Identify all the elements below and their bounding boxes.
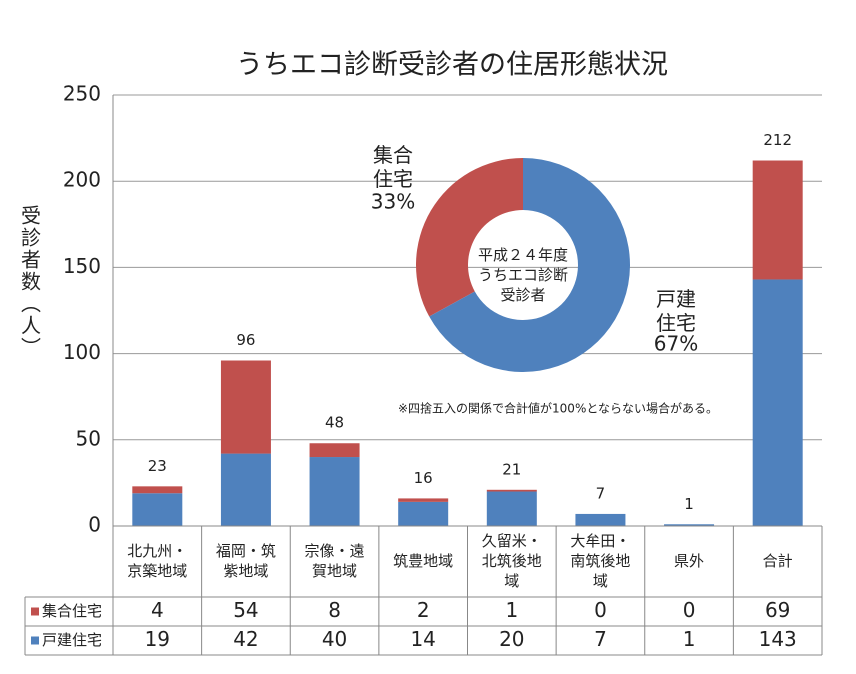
x-tick-label: 宗像・遠賀地域 — [305, 542, 365, 580]
y-axis-label: 受診者数（人） — [18, 205, 42, 359]
bar-segment — [132, 493, 183, 526]
total-label: 7 — [596, 484, 606, 502]
y-tick-label: 50 — [76, 426, 101, 450]
total-label: 21 — [502, 460, 521, 478]
table-cell: 20 — [499, 627, 524, 651]
y-tick-label: 250 — [63, 82, 101, 106]
total-label: 1 — [684, 495, 694, 513]
bar-segment — [398, 501, 449, 526]
table-cell: 42 — [233, 627, 258, 651]
total-label: 16 — [414, 469, 433, 487]
table-cell: 1 — [505, 598, 518, 622]
bar-segment — [132, 486, 183, 494]
bar-segment — [486, 491, 537, 526]
legend-label: 戸建住宅 — [42, 631, 102, 649]
bar-segment — [220, 360, 271, 454]
table-cell: 4 — [151, 598, 164, 622]
table-cell: 143 — [759, 627, 797, 651]
x-tick-label: 筑豊地域 — [393, 552, 453, 570]
bar-segment — [486, 489, 537, 492]
slice-value: 67% — [654, 332, 698, 356]
center-label: 平成２４年度うちエコ診断受診者 — [478, 246, 568, 304]
y-tick-label: 100 — [63, 340, 101, 364]
table-cell: 7 — [594, 627, 607, 651]
donut-slice — [429, 158, 631, 373]
x-tick-label: 福岡・筑紫地域 — [216, 542, 276, 580]
x-tick-label: 合計 — [763, 552, 793, 570]
bar-segment — [575, 513, 626, 526]
legend-key — [31, 607, 39, 616]
table-cell: 0 — [594, 598, 607, 622]
total-label: 212 — [763, 131, 792, 149]
bar-segment — [220, 453, 271, 526]
note: ※四捨五入の関係で合計値が100%とならない場合がある。 — [398, 401, 718, 416]
x-tick-label: 大牟田・南筑後地域 — [570, 532, 630, 590]
y-tick-label: 150 — [63, 254, 101, 278]
y-tick-label: 200 — [63, 168, 101, 192]
bar-segment — [752, 279, 803, 526]
table-cell: 8 — [328, 598, 341, 622]
legend-label: 集合住宅 — [42, 602, 102, 620]
legend-key — [31, 636, 39, 645]
table-cell: 1 — [683, 627, 696, 651]
bar-segment — [752, 160, 803, 280]
slice-label: 集合住宅 — [373, 143, 413, 191]
bar-segment — [309, 457, 360, 526]
bar-segment — [309, 443, 360, 458]
total-label: 48 — [325, 414, 344, 432]
y-tick-label: 0 — [88, 513, 101, 537]
slice-label: 戸建住宅 — [656, 287, 696, 335]
total-label: 96 — [236, 331, 255, 349]
table-cell: 54 — [233, 598, 258, 622]
table-cell: 14 — [410, 627, 435, 651]
donut-slice — [416, 158, 523, 317]
slice-value: 33% — [371, 190, 415, 214]
chart-title: うちエコ診断受診者の住居形態状況 — [236, 50, 668, 81]
table-cell: 2 — [417, 598, 430, 622]
bar-segment — [398, 498, 449, 502]
table-cell: 69 — [765, 598, 790, 622]
x-tick-label: 北九州・京築地域 — [127, 542, 187, 580]
bar-segment — [664, 524, 715, 526]
x-tick-label: 久留米・北筑後地域 — [482, 532, 542, 590]
table-cell: 40 — [322, 627, 347, 651]
table-cell: 19 — [145, 627, 170, 651]
x-tick-label: 県外 — [674, 552, 704, 570]
table-cell: 0 — [683, 598, 696, 622]
total-label: 23 — [148, 457, 167, 475]
